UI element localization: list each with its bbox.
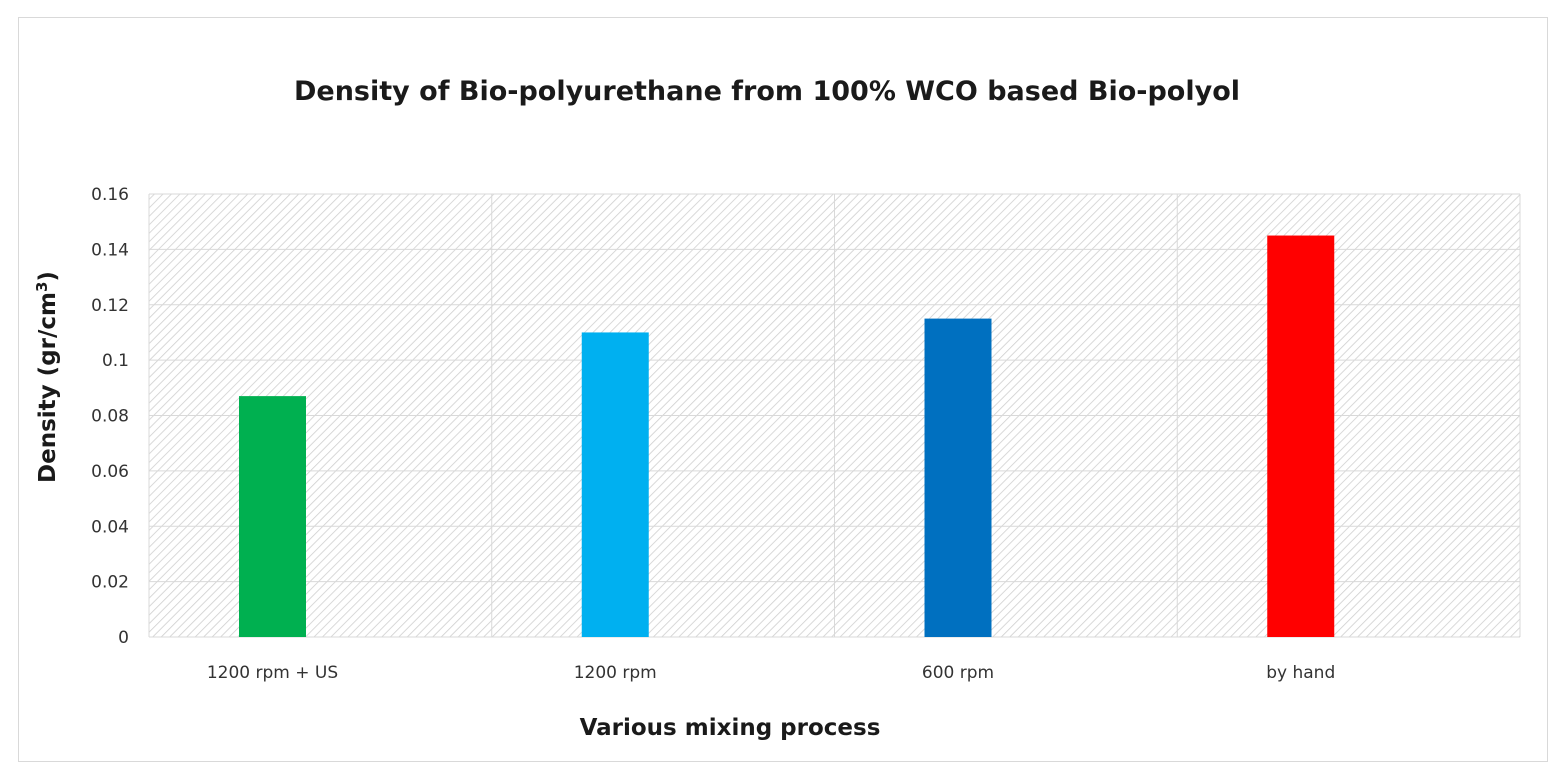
bar-1200-rpm-us — [239, 396, 306, 637]
x-tick-label: by hand — [1266, 663, 1335, 683]
y-axis-title-close: ) — [35, 271, 61, 282]
y-tick-label: 0.1 — [102, 351, 129, 371]
x-tick-label: 1200 rpm — [574, 663, 657, 683]
y-tick-label: 0.04 — [91, 517, 129, 537]
y-tick-label: 0.12 — [91, 296, 129, 316]
y-axis-title-superscript: 3 — [33, 282, 51, 292]
y-axis-title-main: Density (gr/cm — [35, 292, 61, 483]
x-tick-label: 600 rpm — [922, 663, 994, 683]
x-tick-label: 1200 rpm + US — [207, 663, 338, 683]
y-tick-label: 0.14 — [91, 240, 129, 260]
x-axis-title: Various mixing process — [580, 715, 881, 741]
x-axis-ticks: 1200 rpm + US 1200 rpm 600 rpm by hand — [207, 663, 1335, 683]
bar-600-rpm — [924, 318, 992, 637]
y-axis-ticks: 0 0.02 0.04 0.06 0.08 0.1 0.12 0.14 0.16 — [91, 185, 129, 648]
chart-title: Density of Bio-polyurethane from 100% WC… — [294, 76, 1240, 107]
bars — [239, 235, 1335, 637]
y-tick-label: 0.02 — [91, 573, 129, 593]
y-axis-title: Density (gr/cm3) — [33, 271, 61, 483]
y-tick-label: 0.16 — [91, 185, 129, 205]
bar-1200-rpm — [581, 332, 649, 637]
y-tick-label: 0.08 — [91, 407, 129, 427]
y-tick-label: 0.06 — [91, 462, 129, 482]
y-tick-label: 0 — [118, 628, 129, 648]
bar-by-hand — [1267, 235, 1335, 637]
